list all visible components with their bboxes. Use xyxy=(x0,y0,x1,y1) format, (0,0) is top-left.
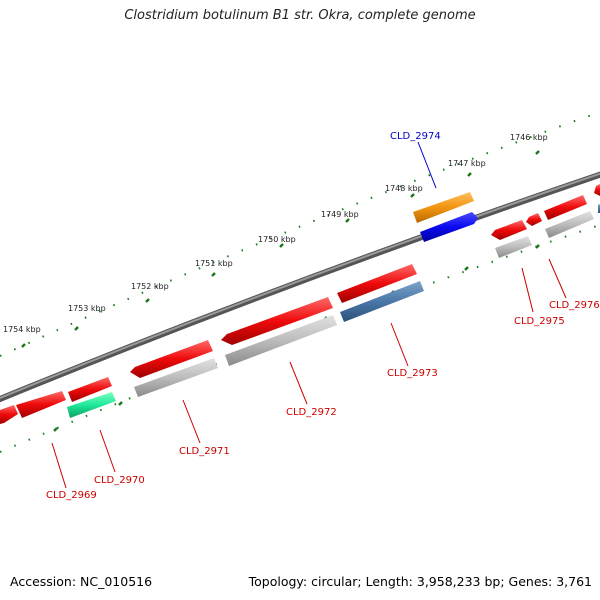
gene-feature[interactable] xyxy=(221,297,333,345)
gene-label: CLD_2971 xyxy=(179,446,230,457)
gene-feature[interactable] xyxy=(491,220,527,240)
gene-feature[interactable] xyxy=(225,315,337,366)
scale-label: 1752 kbp xyxy=(131,282,169,291)
gene-feature[interactable] xyxy=(67,392,116,418)
gene-feature[interactable] xyxy=(340,281,424,322)
forward-strand-genes xyxy=(0,184,600,424)
scale-label: 1754 kbp xyxy=(3,325,41,334)
gene-label: CLD_2972 xyxy=(286,407,337,418)
gene-feature[interactable] xyxy=(337,264,417,303)
scale-labels: 1746 kbp 1747 kbp 1748 kbp 1749 kbp 1750… xyxy=(3,133,548,334)
genome-backbone xyxy=(0,171,600,403)
gene-feature[interactable] xyxy=(545,211,594,238)
scale-label: 1749 kbp xyxy=(321,210,359,219)
gene-label: CLD_2976 xyxy=(549,300,600,311)
scale-label: 1750 kbp xyxy=(258,235,296,244)
genome-meta-text: Topology: circular; Length: 3,958,233 bp… xyxy=(248,574,592,589)
gene-feature[interactable] xyxy=(495,236,532,258)
label-connectors xyxy=(51,141,567,489)
scale-label: 1747 kbp xyxy=(448,159,486,168)
gene-feature[interactable] xyxy=(420,212,478,242)
gene-feature[interactable] xyxy=(68,377,112,402)
reverse-strand-genes xyxy=(67,192,600,418)
scale-label: 1746 kbp xyxy=(510,133,548,142)
scale-label: 1751 kbp xyxy=(195,259,233,268)
gene-feature[interactable] xyxy=(134,358,218,397)
gene-label: CLD_2969 xyxy=(46,490,97,501)
gene-label: CLD_2974 xyxy=(390,131,441,142)
map-title: Clostridium botulinum B1 str. Okra, comp… xyxy=(124,8,476,23)
scale-label: 1753 kbp xyxy=(68,304,106,313)
gene-feature[interactable] xyxy=(0,405,18,424)
scale-label: 1748 kbp xyxy=(385,184,423,193)
gene-feature[interactable] xyxy=(413,192,474,223)
gene-label: CLD_2975 xyxy=(514,316,565,327)
gene-label: CLD_2973 xyxy=(387,368,438,379)
gene-feature[interactable] xyxy=(526,213,542,226)
gene-feature[interactable] xyxy=(130,340,213,378)
gene-feature[interactable] xyxy=(594,184,600,196)
gene-label: CLD_2970 xyxy=(94,475,145,486)
gene-labels: CLD_2969 CLD_2970 CLD_2971 CLD_2972 CLD_… xyxy=(46,131,600,501)
accession-text: Accession: NC_010516 xyxy=(10,574,153,589)
gene-feature[interactable] xyxy=(544,195,587,220)
gene-feature[interactable] xyxy=(16,391,66,418)
